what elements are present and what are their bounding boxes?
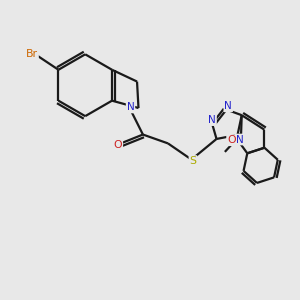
Text: N: N bbox=[224, 101, 232, 111]
Text: Br: Br bbox=[26, 49, 38, 58]
Text: O: O bbox=[114, 140, 122, 150]
Text: N: N bbox=[127, 103, 134, 112]
Text: S: S bbox=[190, 156, 196, 166]
Text: N: N bbox=[236, 134, 244, 145]
Text: O: O bbox=[227, 135, 236, 145]
Text: N: N bbox=[208, 115, 216, 125]
